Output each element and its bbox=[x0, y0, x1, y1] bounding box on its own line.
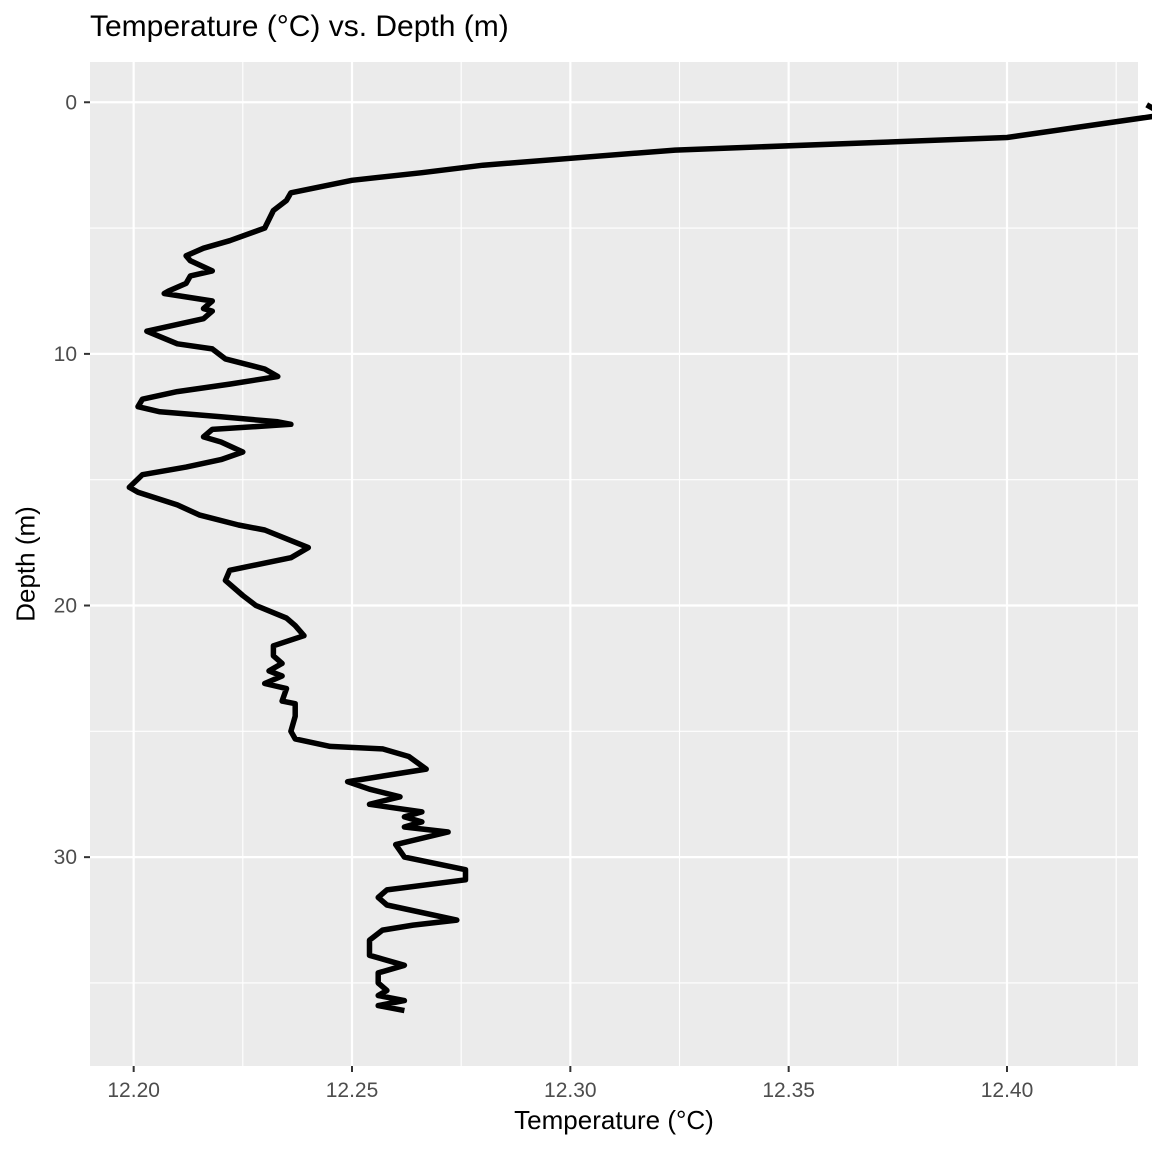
y-tick-label: 0 bbox=[65, 91, 77, 114]
x-tick-label: 12.30 bbox=[544, 1079, 597, 1102]
axis-ticks bbox=[84, 101, 1008, 1072]
tick-labels: 12.20 12.25 12.30 12.35 12.40 0 10 20 30 bbox=[54, 91, 1034, 1102]
series-layer bbox=[126, 102, 1152, 1014]
y-tick-label: 10 bbox=[54, 343, 77, 366]
x-axis-label: Temperature (°C) bbox=[514, 1105, 714, 1135]
chart-title: Temperature (°C) vs. Depth (m) bbox=[90, 10, 509, 43]
y-tick-label: 30 bbox=[54, 846, 77, 869]
x-tick-label: 12.20 bbox=[107, 1079, 160, 1102]
temperature-depth-line bbox=[126, 102, 1152, 1014]
x-tick-label: 12.25 bbox=[326, 1079, 379, 1102]
x-tick-label: 12.40 bbox=[981, 1079, 1034, 1102]
x-tick-label: 12.35 bbox=[762, 1079, 815, 1102]
major-gridlines bbox=[90, 62, 1138, 1066]
y-tick-label: 20 bbox=[54, 595, 77, 618]
y-axis-label: Depth (m) bbox=[10, 506, 41, 622]
